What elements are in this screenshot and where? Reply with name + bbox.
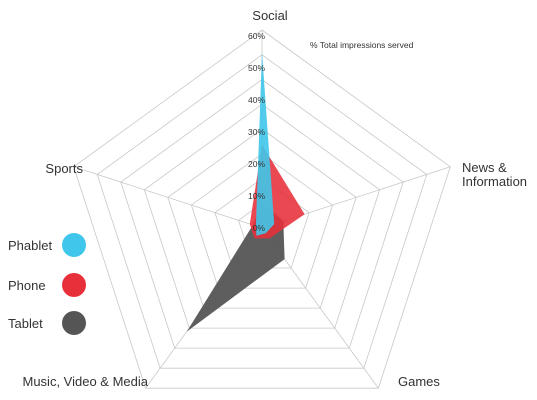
tick-label: 20% <box>248 159 265 169</box>
grid-ring <box>143 103 381 329</box>
legend-swatch-tablet <box>62 311 86 335</box>
legend-item-tablet: Tablet <box>8 310 98 336</box>
axis-label: Sports <box>45 161 83 176</box>
axis-label: Social <box>252 8 288 23</box>
axis-label: Games <box>398 374 440 389</box>
tick-label: 40% <box>248 95 265 105</box>
grid-ring <box>73 29 451 389</box>
legend-label-phone: Phone <box>8 277 46 293</box>
axis-label: News & Information <box>462 160 527 189</box>
axis-labels: Social News & Information Games Music, Video… <box>23 8 528 389</box>
tick-label: 10% <box>248 191 265 201</box>
grid-ring <box>96 54 428 369</box>
tick-label: 60% <box>248 31 265 41</box>
series-layer <box>186 52 305 332</box>
grid-ring <box>190 153 334 289</box>
tick-labels: 0% 10% 20% 30% 40% 50% 60% <box>248 31 265 233</box>
legend-label-tablet: Tablet <box>8 315 43 331</box>
legend-swatch-phablet <box>62 233 86 257</box>
grid-ring <box>120 79 404 349</box>
legend-item-phone: Phone <box>8 272 98 298</box>
grid-ring <box>167 128 357 309</box>
axis-label: Music, Video & Media <box>23 374 149 389</box>
tick-label: 30% <box>248 127 265 137</box>
series-area-phablet <box>255 52 275 236</box>
tick-label: 0% <box>253 223 266 233</box>
axis-spoke <box>73 166 263 229</box>
chart-note: % Total impressions served <box>310 40 414 50</box>
tick-label: 50% <box>248 63 265 73</box>
legend-swatch-phone <box>62 273 86 297</box>
legend-item-phablet: Phablet <box>8 232 98 258</box>
legend-label-phablet: Phablet <box>8 237 53 253</box>
